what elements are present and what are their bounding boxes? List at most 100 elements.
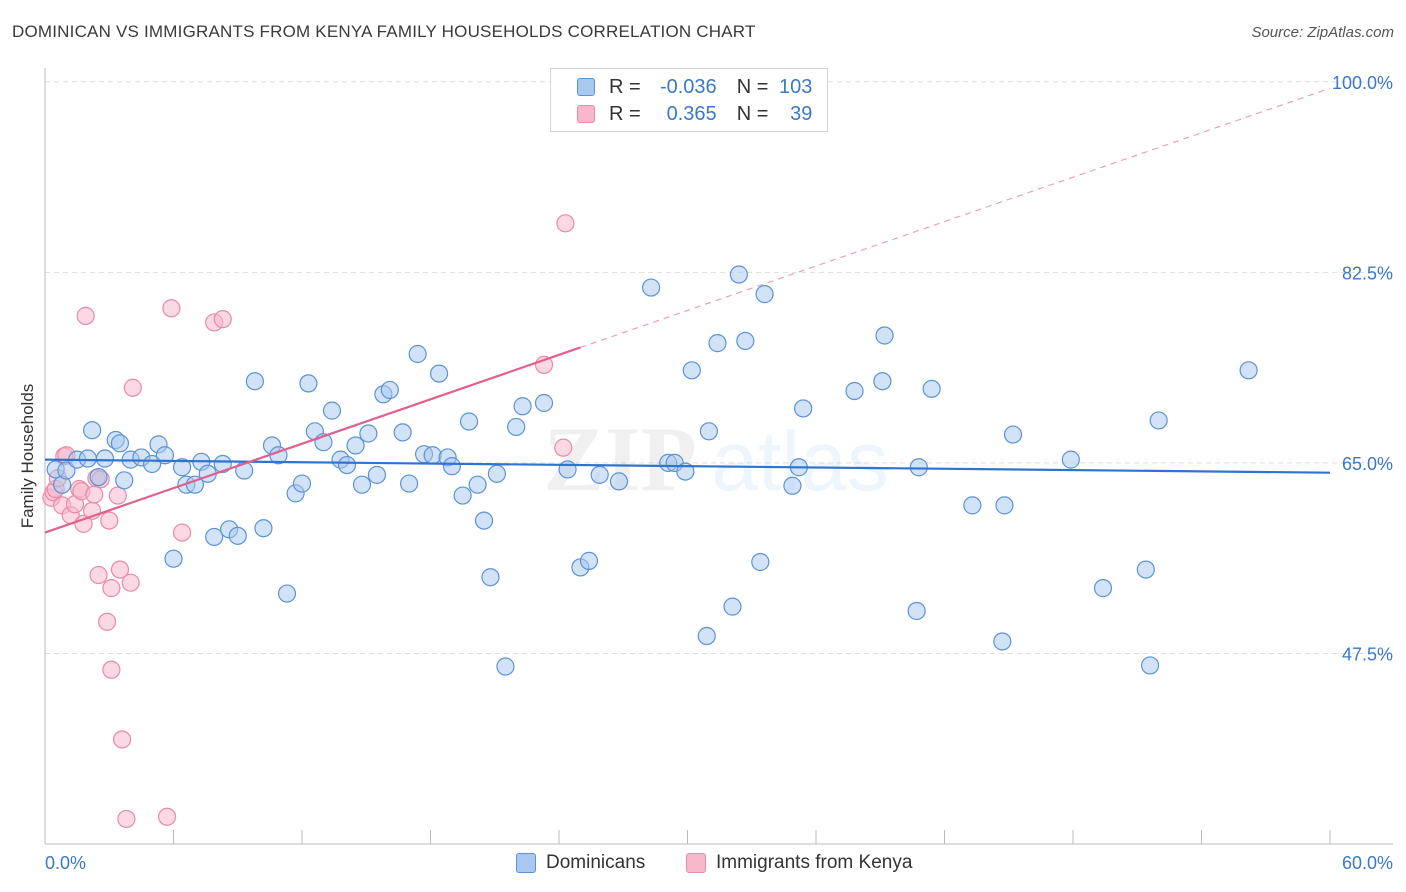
dominican-point	[346, 436, 365, 455]
axes	[44, 68, 1393, 845]
bottom-legend-label: Immigrants from Kenya	[716, 852, 913, 873]
dominican-point	[429, 364, 449, 383]
correlation-legend: R = -0.036 N = 103 R = 0.365 N = 39	[550, 68, 828, 132]
legend-row-dominicans: R = -0.036 N = 103	[577, 74, 812, 100]
dominican-point	[83, 421, 102, 440]
dominican-point	[423, 446, 442, 465]
dominican-point	[845, 381, 864, 401]
legend-r-label: R =	[609, 102, 641, 125]
watermark: ZIP atlas	[543, 408, 888, 510]
kenya-point	[157, 807, 177, 826]
dominican-point	[408, 344, 427, 364]
dominican-point	[459, 412, 479, 431]
dominican-point	[729, 265, 749, 284]
kenya-trend-extension	[580, 87, 1331, 349]
dominican-point	[907, 601, 926, 621]
dominican-point	[1061, 450, 1080, 469]
dominican-point	[723, 597, 742, 616]
dominican-point	[513, 397, 532, 416]
kenya-point	[121, 573, 140, 592]
dominican-point	[292, 474, 312, 493]
kenya-point	[102, 660, 121, 679]
x-tick-label: 0.0%	[45, 853, 86, 873]
dominican-point	[380, 380, 399, 400]
y-tick-label: 100.0%	[1332, 73, 1393, 93]
dominican-point	[57, 461, 76, 480]
dominican-point	[352, 475, 372, 494]
dominican-point	[115, 471, 134, 490]
kenya-point	[100, 511, 119, 530]
dominican-point	[453, 486, 472, 505]
dominican-point	[995, 496, 1014, 515]
dominican-point	[736, 331, 755, 351]
dominican-point	[1093, 579, 1113, 598]
dominican-point	[963, 496, 982, 515]
dominican-point	[213, 454, 232, 474]
kenya-point	[76, 306, 95, 325]
dominican-point	[751, 552, 770, 572]
kenya-point	[108, 486, 127, 505]
dominican-point	[590, 465, 609, 484]
dominican-point	[205, 527, 224, 547]
dominican-point	[1003, 425, 1023, 444]
trend-lines	[44, 87, 1331, 534]
kenya-point	[556, 214, 575, 233]
kenya-point	[123, 378, 142, 397]
legend-r-value: 0.365	[666, 102, 717, 125]
kenya-point	[162, 299, 181, 318]
dominican-point	[245, 372, 264, 391]
dominican-point	[708, 334, 727, 353]
dominican-point	[558, 460, 577, 479]
bottom-legend-label: Dominicans	[546, 852, 646, 873]
dominican-point	[922, 379, 941, 398]
legend-n-value: 39	[790, 102, 813, 125]
kenya-point	[85, 485, 104, 504]
legend-n-label: N =	[736, 102, 769, 125]
dominican-point	[875, 326, 894, 345]
bottom-legend-kenya: Immigrants from Kenya	[686, 852, 912, 874]
dominican-point	[172, 458, 192, 477]
bottom-legend-swatch-pink	[686, 853, 706, 873]
dominican-point	[468, 475, 487, 494]
dominican-point	[755, 285, 774, 304]
dominican-point	[277, 584, 297, 603]
dominican-point	[367, 465, 387, 484]
dominican-point	[110, 434, 130, 453]
y-tick-labels: 47.5% 65.0% 82.5% 100.0%	[1332, 73, 1393, 665]
x-tick-labels: 0.0% 60.0%	[45, 853, 1393, 873]
dominican-point	[399, 474, 419, 493]
dominican-point	[155, 446, 175, 465]
dominican-trend-line	[44, 458, 1331, 474]
kenya-point	[98, 612, 117, 631]
dominican-point	[481, 568, 500, 587]
dominican-point	[909, 458, 928, 477]
dominican-point	[579, 551, 599, 570]
dominican-point	[641, 278, 661, 297]
legend-r-label: R =	[609, 75, 641, 98]
bottom-legend-swatch-blue	[516, 853, 536, 873]
dominican-point	[496, 657, 515, 676]
dominican-point	[89, 467, 108, 487]
dominican-point	[783, 476, 802, 495]
dominican-point	[873, 372, 892, 391]
kenya-point	[172, 523, 192, 542]
dominican-point	[442, 457, 462, 476]
y-tick-label: 65.0%	[1342, 454, 1393, 474]
bottom-legend-dominicans: Dominicans	[516, 852, 645, 874]
dominican-point	[993, 632, 1012, 651]
dominican-point	[507, 417, 526, 437]
dominican-point	[1136, 560, 1155, 579]
y-axis-label: Family Households	[18, 383, 37, 529]
dominican-point	[794, 399, 813, 418]
kenya-point	[554, 438, 573, 457]
dominican-point	[1140, 656, 1160, 675]
legend-swatch-pink	[577, 105, 595, 123]
dominican-point	[254, 519, 273, 538]
dominican-point	[1239, 361, 1258, 380]
dominican-point	[164, 549, 183, 568]
y-tick-label: 82.5%	[1342, 263, 1393, 283]
dominican-point	[228, 526, 247, 545]
kenya-trend-line	[44, 346, 581, 534]
dominican-point	[699, 422, 719, 441]
